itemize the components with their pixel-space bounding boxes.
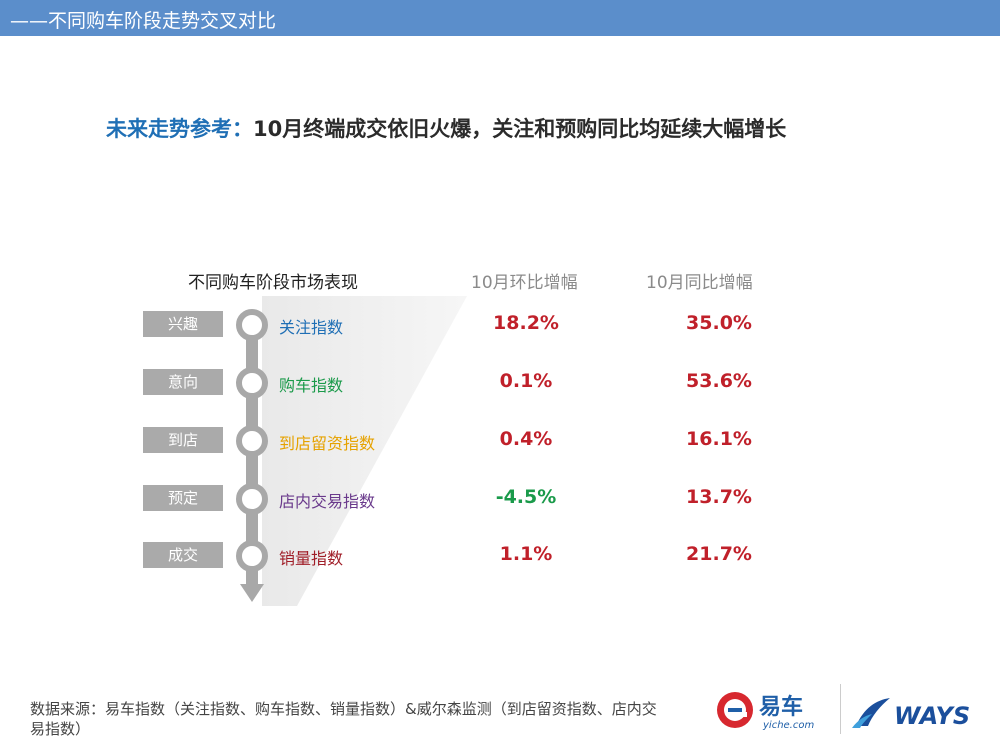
mom-value: 0.1% [499,370,553,392]
mom-value: 1.1% [499,543,553,565]
stage-tag: 成交 [143,542,223,568]
yiche-logo: 易车 yiche.com [717,692,814,731]
column-header-yoy: 10月同比增幅 [646,273,753,293]
yoy-value: 35.0% [686,312,752,334]
logo-divider [840,684,841,734]
metric-name: 关注指数 [279,318,344,337]
yoy-value: 53.6% [686,370,752,392]
metric-name: 到店留资指数 [279,434,376,453]
yoy-value: 16.1% [686,428,752,450]
headline-text: 10月终端成交依旧火爆，关注和预购同比均延续大幅增长 [253,117,787,141]
ways-logo-text: WAYS [894,702,970,730]
stage-node-icon [236,483,268,515]
stage-tag: 预定 [143,485,223,511]
stage-tag: 到店 [143,427,223,453]
yiche-logo-domain: yiche.com [762,720,814,731]
header-bar: ——不同购车阶段走势交叉对比 [0,0,1000,36]
mom-value: -4.5% [495,486,557,508]
column-header-stage: 不同购车阶段市场表现 [188,273,358,293]
yoy-value: 13.7% [686,486,752,508]
mom-value: 0.4% [499,428,553,450]
stage-tag: 意向 [143,369,223,395]
headline-lead: 未来走势参考： [106,117,253,141]
section-title: ——不同购车阶段走势交叉对比 [10,10,277,32]
stage-node-icon [236,367,268,399]
metric-name: 购车指数 [279,376,344,395]
e-circle-logo-icon [717,692,753,728]
stage-node-icon [236,309,268,341]
headline: 未来走势参考：10月终端成交依旧火爆，关注和预购同比均延续大幅增长 [106,113,786,143]
column-header-mom: 10月环比增幅 [471,273,578,293]
stage-tag: 兴趣 [143,311,223,337]
mom-value: 18.2% [493,312,559,334]
metric-name: 店内交易指数 [279,492,376,511]
swoosh-logo-icon [852,698,890,728]
stage-node-icon [236,425,268,457]
yoy-value: 21.7% [686,543,752,565]
funnel-shape [262,296,467,606]
ways-logo: WAYS [852,698,970,730]
stage-node-icon [236,540,268,572]
metric-name: 销量指数 [279,549,344,568]
yiche-logo-text: 易车 [759,694,803,720]
source-footnote: 数据来源：易车指数（关注指数、购车指数、销量指数）&威尔森监测（到店留资指数、店… [30,700,657,738]
arrow-down-icon [240,584,264,602]
